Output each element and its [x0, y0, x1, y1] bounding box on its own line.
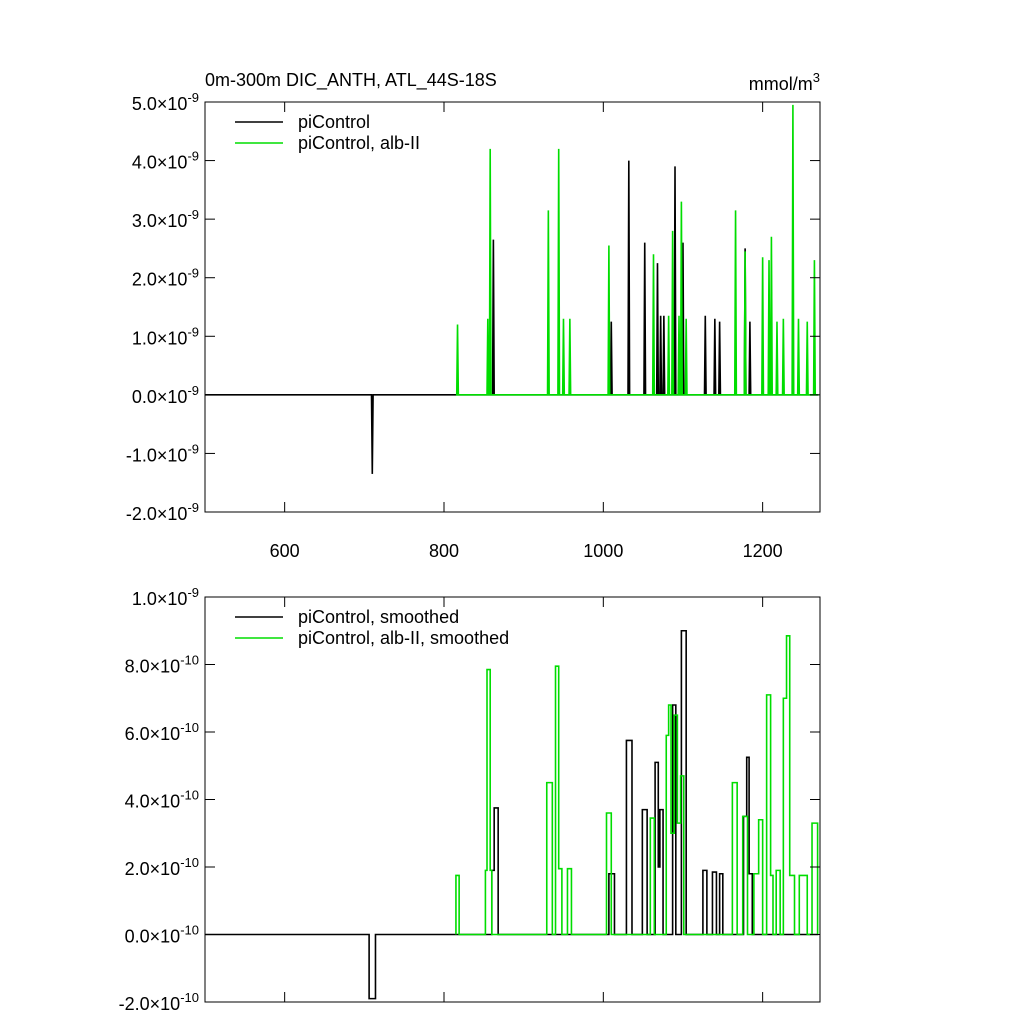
- legend-label: piControl, smoothed: [298, 607, 459, 627]
- y-tick-label: -1.0×10-9: [126, 441, 199, 465]
- y-tick-label: 4.0×10-9: [132, 149, 199, 173]
- y-tick-label: 4.0×10-10: [125, 788, 199, 812]
- x-tick-label: 800: [429, 541, 459, 561]
- y-tick-label: 0.0×10-10: [125, 923, 199, 947]
- plot-frame: [204, 101, 821, 513]
- y-tick-label: 8.0×10-10: [125, 653, 199, 677]
- y-tick-label: 1.0×10-9: [132, 585, 199, 609]
- y-tick-label: 5.0×10-9: [132, 90, 199, 114]
- plot-frame: [204, 596, 821, 1003]
- legend-label: piControl, alb-II: [298, 133, 420, 153]
- x-tick-label: 1000: [583, 541, 623, 561]
- series-line: [455, 104, 819, 396]
- series-line: [205, 160, 819, 474]
- legend-label: piControl: [298, 112, 370, 132]
- y-tick-label: -2.0×10-10: [119, 990, 199, 1014]
- chart-title: 0m-300m DIC_ANTH, ATL_44S-18S: [205, 70, 497, 91]
- legend-label: piControl, alb-II, smoothed: [298, 628, 509, 648]
- units-label: mmol/m3: [749, 70, 820, 94]
- y-tick-label: 2.0×10-9: [132, 266, 199, 290]
- y-tick-label: 0.0×10-9: [132, 383, 199, 407]
- x-tick-label: 600: [270, 541, 300, 561]
- y-tick-label: 1.0×10-9: [132, 324, 199, 348]
- x-tick-label: 1200: [743, 541, 783, 561]
- series-line: [205, 629, 819, 1000]
- y-tick-label: -2.0×10-9: [126, 500, 199, 524]
- series-line: [455, 635, 819, 936]
- y-tick-label: 3.0×10-9: [132, 207, 199, 231]
- y-tick-label: 2.0×10-10: [125, 855, 199, 879]
- y-tick-label: 6.0×10-10: [125, 720, 199, 744]
